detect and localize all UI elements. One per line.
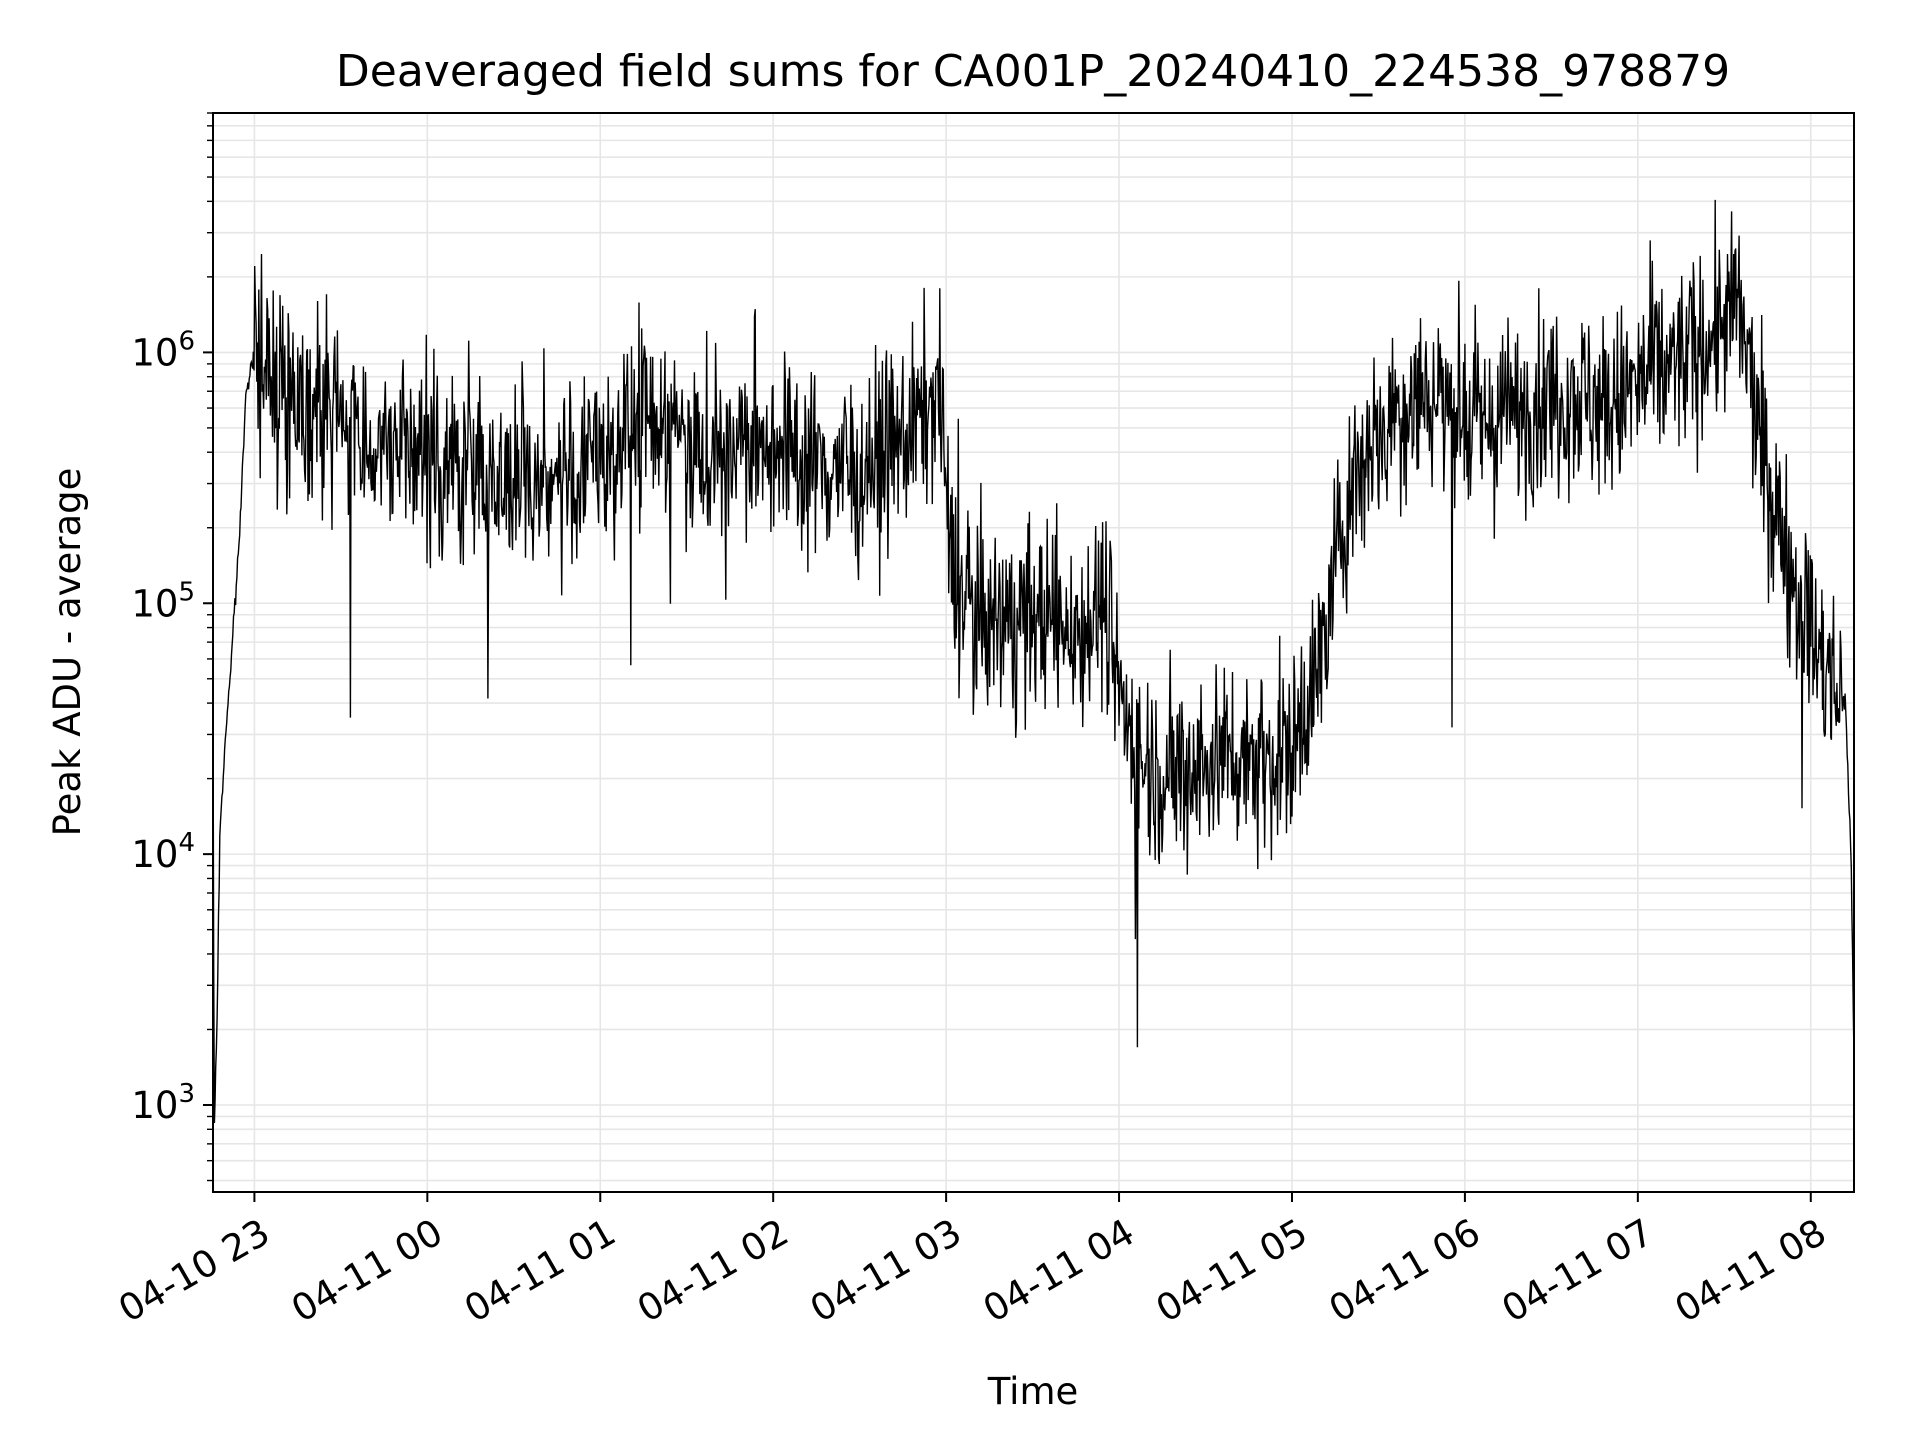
y-axis-label: Peak ADU - average	[46, 468, 89, 837]
y-tick-label: 104	[131, 828, 195, 876]
x-axis-label: Time	[987, 1370, 1079, 1413]
y-axis: 103 104 105 106	[131, 112, 213, 1182]
y-tick-label: 103	[131, 1079, 195, 1127]
chart-title: Deaveraged field sums for CA001P_2024041…	[336, 46, 1730, 97]
plot-area-frame	[212, 112, 1855, 1193]
y-tick-label: 106	[131, 326, 195, 374]
y-tick-label: 105	[131, 577, 195, 625]
series-line	[213, 199, 1854, 1124]
major-grid	[213, 113, 1854, 1192]
minor-grid	[213, 112, 1854, 1182]
